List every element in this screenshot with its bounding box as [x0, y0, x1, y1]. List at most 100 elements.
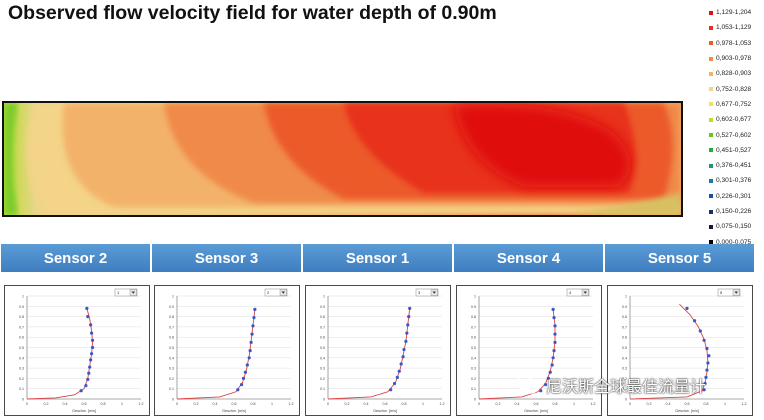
data-point [90, 338, 95, 342]
legend-item: 0,752-0,828 [709, 81, 764, 96]
legend-swatch [709, 148, 713, 153]
x-tick-label: 0 [629, 402, 631, 406]
y-tick-label: 0.2 [471, 377, 476, 381]
x-tick-label: 1.2 [440, 402, 445, 406]
x-tick-label: 0.6 [82, 402, 87, 406]
y-tick-label: 0.9 [169, 305, 174, 309]
x-tick-label: 0.4 [364, 402, 369, 406]
data-point [685, 306, 689, 310]
x-tick-label: 0.8 [101, 402, 106, 406]
data-point [548, 370, 552, 374]
legend-label: 0,150-0,226 [716, 208, 752, 215]
data-point [79, 389, 83, 393]
y-tick-label: 0.7 [471, 325, 476, 329]
data-point [395, 375, 399, 379]
y-tick-label: 0.6 [320, 336, 325, 340]
heatmap-canvas [4, 103, 681, 215]
y-tick-label: 0.9 [471, 305, 476, 309]
y-tick-label: 0 [474, 398, 476, 402]
legend-label: 0,978-1,053 [716, 39, 752, 47]
x-tick-label: 0.8 [553, 402, 558, 406]
y-tick-label: 0.4 [169, 356, 174, 360]
y-tick-label: 1 [172, 295, 174, 299]
data-point [405, 331, 409, 335]
legend-swatch [709, 178, 713, 183]
x-tick-label: 0 [26, 402, 28, 406]
legend-label: 0,301-0,376 [716, 177, 752, 185]
legend-item: 0,677-0,752 [709, 97, 764, 112]
x-tick-label: 1 [271, 402, 273, 406]
velocity-legend: 1,129-1,204 1,053-1,129 0,978-1,053 0,903-0… [709, 5, 764, 250]
legend-label: 0,376-0,451 [716, 162, 752, 170]
legend-item: 0,376-0,451 [709, 158, 764, 173]
sensor-selector [717, 288, 741, 297]
x-tick-label: 0.6 [232, 402, 237, 406]
y-tick-label: 0.4 [622, 356, 627, 360]
y-tick-label: 0.9 [320, 305, 325, 309]
data-point [703, 381, 707, 386]
data-point [707, 354, 711, 358]
data-point [704, 375, 708, 379]
data-point [84, 384, 88, 388]
data-point [553, 340, 557, 344]
data-point [553, 324, 557, 328]
data-point [404, 339, 408, 343]
y-tick-label: 0.1 [19, 387, 24, 391]
x-tick-label: 0 [327, 402, 329, 406]
x-axis-label: Geschw. [m/s] [222, 409, 246, 413]
y-tick-label: 0.5 [169, 346, 174, 350]
data-point [705, 368, 709, 372]
sensor-header: Sensor 3 [152, 244, 301, 272]
sensor-profile-chart: 0 0.1 0.2 0.3 0.4 0.5 0.6 0.7 0.8 0.9 1 0 0.2 0.4 0.6 0… [456, 285, 602, 416]
legend-swatch [709, 56, 713, 61]
sensor-profile-chart: 0 0.1 0.2 0.3 0.4 0.5 0.6 0.7 0.8 0.9 1 0 0.2 0.4 0.6 0… [305, 285, 451, 416]
y-tick-label: 0.6 [622, 336, 627, 340]
legend-item: 0,451-0,527 [709, 143, 764, 158]
watermark-text: 尼沃斯全球最佳流量计 [546, 377, 707, 396]
x-tick-label: 0.2 [345, 402, 350, 406]
data-point [245, 363, 249, 367]
profile-plot: 0 0.1 0.2 0.3 0.4 0.5 0.6 0.7 0.8 0.9 1 0 0.2 0.4 0.6 0… [19, 288, 144, 413]
x-tick-label: 0.6 [685, 402, 690, 406]
x-tick-label: 1 [573, 402, 575, 406]
legend-swatch [709, 41, 713, 46]
y-tick-label: 0.4 [320, 356, 325, 360]
y-tick-label: 0.8 [19, 315, 24, 319]
data-point [706, 361, 710, 365]
x-tick-label: 1 [121, 402, 123, 406]
x-tick-label: 0.2 [194, 402, 199, 406]
legend-swatch [709, 117, 713, 122]
wechat-icon [516, 375, 538, 394]
sensor-header: Sensor 1 [303, 244, 452, 272]
legend-item: 0,301-0,376 [709, 173, 764, 188]
data-point [397, 369, 401, 373]
profile-plot: 0 0.1 0.2 0.3 0.4 0.5 0.6 0.7 0.8 0.9 1 0 0.2 0.4 0.6 0… [169, 288, 294, 413]
data-point [89, 358, 93, 362]
x-tick-label: 1.2 [742, 402, 747, 406]
x-tick-label: 0.4 [515, 402, 520, 406]
sensor-header: Sensor 5 [605, 244, 754, 272]
data-point [552, 348, 556, 353]
data-point [406, 323, 410, 327]
legend-label: 1,053-1,129 [716, 24, 752, 32]
legend-label: 1,129-1,204 [716, 9, 752, 17]
contour-band-6 [454, 104, 631, 187]
data-point [236, 388, 240, 392]
legend-swatch [709, 25, 713, 30]
legend-item: 1,053-1,129 [709, 20, 764, 35]
y-tick-label: 0.2 [622, 377, 627, 381]
y-tick-label: 0.2 [169, 377, 174, 381]
data-point [551, 356, 555, 360]
x-tick-label: 0.8 [251, 402, 256, 406]
legend-label: 0,226-0,301 [716, 192, 752, 200]
data-point [553, 332, 557, 336]
fitted-profile-curve [176, 309, 256, 400]
data-point [539, 389, 543, 393]
data-point [389, 388, 393, 392]
data-point [543, 382, 548, 387]
y-tick-label: 0.8 [169, 315, 174, 319]
x-tick-label: 0.2 [647, 402, 652, 406]
sensor-selector-value: 4 [569, 290, 572, 295]
legend-label: 0,828-0,903 [716, 70, 752, 78]
sensor-selector [566, 288, 590, 297]
